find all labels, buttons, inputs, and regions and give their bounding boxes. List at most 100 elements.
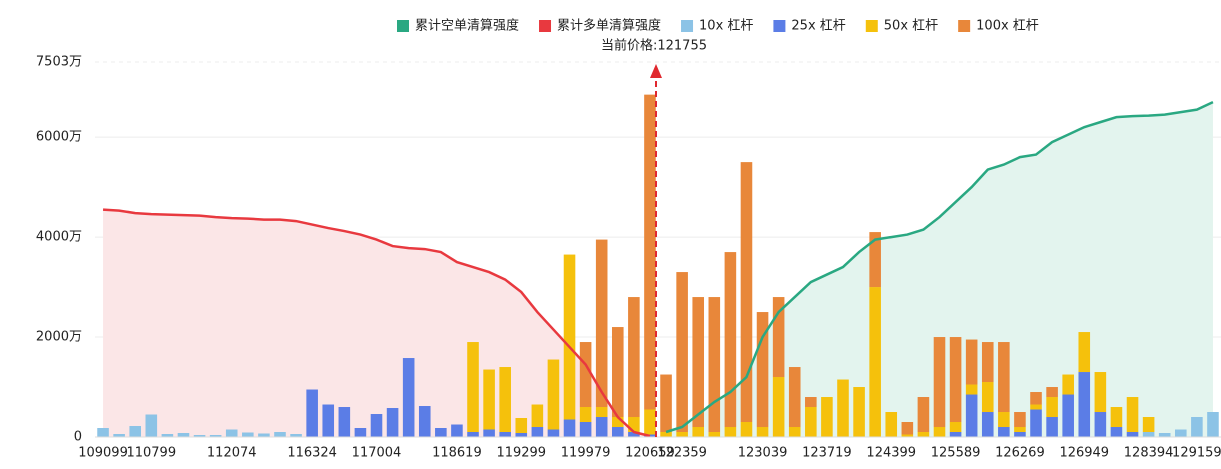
bar: [579, 407, 592, 423]
bar: [692, 297, 705, 428]
bar: [1030, 409, 1042, 437]
bar: [628, 297, 640, 418]
bar: [660, 374, 672, 433]
x-tick-label: 117004: [352, 446, 402, 461]
bar: [917, 432, 930, 437]
bar: [676, 432, 688, 437]
bar: [821, 397, 833, 437]
x-tick-label: 120659: [625, 446, 675, 461]
bar: [531, 404, 544, 428]
bar: [949, 422, 962, 433]
bar: [708, 297, 721, 433]
x-tick-label: 116324: [287, 446, 337, 461]
bar: [499, 432, 511, 437]
bar: [1207, 412, 1219, 437]
bar: [965, 339, 978, 385]
bar: [354, 428, 367, 437]
bar: [595, 407, 608, 418]
bar: [1126, 397, 1139, 433]
legend-swatch: [681, 20, 694, 32]
bar: [595, 239, 608, 408]
bar: [740, 162, 753, 423]
bar: [595, 417, 608, 437]
bar: [1158, 433, 1171, 437]
bar: [1046, 397, 1058, 418]
line: [102, 208, 651, 438]
bar: [547, 429, 560, 437]
bar: [1014, 412, 1026, 428]
bar: [756, 427, 769, 437]
bar: [1110, 407, 1123, 428]
bar: [788, 427, 801, 437]
x-tick-label: 123719: [802, 446, 852, 461]
bar: [933, 427, 946, 437]
bar: [869, 287, 881, 437]
bar: [611, 327, 624, 418]
y-tick-label: 7503万: [36, 55, 82, 70]
bar: [1191, 417, 1203, 437]
legend-label: 10x 杠杆: [699, 18, 753, 34]
area: [103, 209, 650, 437]
bar: [435, 428, 447, 437]
bar: [949, 432, 962, 437]
bar: [579, 342, 592, 408]
x-tick-label: 119299: [496, 446, 546, 461]
legend-label: 100x 杠杆: [976, 18, 1039, 34]
y-tick-label: 6000万: [36, 130, 82, 145]
bar: [113, 434, 125, 437]
bar: [724, 252, 737, 428]
bar: [965, 384, 978, 395]
x-tick-label: 112074: [207, 446, 257, 461]
bar: [1078, 332, 1091, 373]
bar: [402, 358, 415, 437]
legend-swatch: [865, 20, 878, 32]
bar: [628, 417, 640, 433]
bar: [933, 337, 946, 428]
bar: [1030, 392, 1042, 405]
bar: [901, 422, 914, 435]
x-tick-label: 124399: [866, 446, 916, 461]
bar: [853, 387, 865, 437]
bar: [225, 429, 238, 437]
bar: [869, 232, 881, 288]
bar: [611, 427, 624, 437]
bar: [981, 382, 994, 413]
bar: [981, 412, 994, 437]
legend-swatch: [539, 20, 552, 32]
legend-swatch: [397, 20, 409, 32]
bar: [788, 367, 801, 428]
bar: [708, 432, 721, 437]
price-arrow: [650, 64, 662, 78]
bar: [772, 297, 785, 378]
x-tick-label: 126269: [995, 446, 1045, 461]
bar: [998, 412, 1010, 428]
x-tick-label: 119979: [561, 446, 611, 461]
y-tick-label: 2000万: [36, 330, 82, 345]
bar: [724, 427, 737, 437]
bar: [467, 342, 479, 433]
bar: [483, 369, 495, 430]
bar: [1126, 432, 1139, 437]
bar: [193, 435, 206, 437]
bar: [949, 337, 962, 423]
bar: [386, 408, 399, 437]
bar: [965, 394, 978, 437]
bar: [1014, 427, 1026, 433]
bar: [1046, 417, 1058, 437]
bar: [1094, 412, 1107, 437]
x-tick-label: 129159: [1172, 446, 1221, 461]
bar: [515, 418, 528, 434]
bar: [274, 432, 286, 437]
bar: [756, 312, 769, 428]
bar: [338, 407, 351, 437]
area: [666, 102, 1213, 438]
bar: [531, 427, 544, 437]
bar: [97, 428, 109, 437]
y-tick-label: 4000万: [36, 230, 82, 245]
bar: [611, 417, 624, 428]
bar: [563, 254, 576, 420]
bar: [1094, 372, 1107, 413]
bar: [772, 377, 785, 437]
bar: [177, 433, 190, 437]
bar: [1030, 404, 1042, 410]
